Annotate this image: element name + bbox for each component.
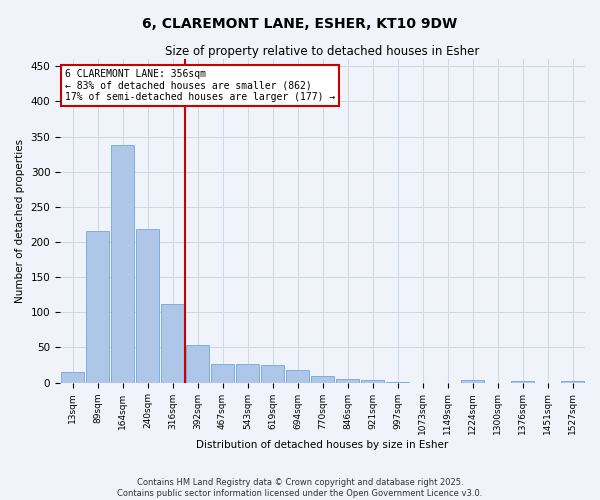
Bar [236, 364, 259, 382]
Bar [136, 230, 159, 382]
Bar [511, 381, 534, 382]
Bar [186, 346, 209, 383]
Bar [211, 364, 234, 382]
Bar [311, 376, 334, 382]
Bar [86, 230, 109, 382]
Text: 6 CLAREMONT LANE: 356sqm
← 83% of detached houses are smaller (862)
17% of semi-: 6 CLAREMONT LANE: 356sqm ← 83% of detach… [65, 69, 335, 102]
Bar [461, 380, 484, 382]
Bar [61, 372, 84, 382]
Bar [561, 381, 584, 382]
Text: 6, CLAREMONT LANE, ESHER, KT10 9DW: 6, CLAREMONT LANE, ESHER, KT10 9DW [142, 18, 458, 32]
Text: Contains HM Land Registry data © Crown copyright and database right 2025.
Contai: Contains HM Land Registry data © Crown c… [118, 478, 482, 498]
Title: Size of property relative to detached houses in Esher: Size of property relative to detached ho… [166, 45, 480, 58]
Bar [261, 365, 284, 382]
X-axis label: Distribution of detached houses by size in Esher: Distribution of detached houses by size … [196, 440, 449, 450]
Y-axis label: Number of detached properties: Number of detached properties [15, 139, 25, 303]
Bar [161, 304, 184, 382]
Bar [361, 380, 384, 382]
Bar [286, 370, 309, 382]
Bar [336, 379, 359, 382]
Bar [111, 145, 134, 382]
